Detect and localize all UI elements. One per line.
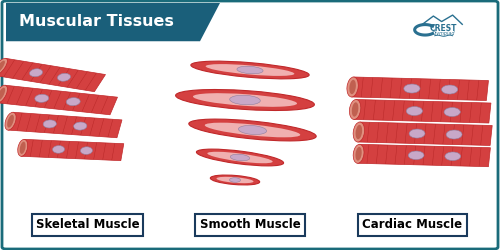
Text: Skeletal Muscle: Skeletal Muscle: [36, 218, 140, 232]
Polygon shape: [0, 85, 118, 115]
Ellipse shape: [216, 177, 254, 183]
Ellipse shape: [444, 108, 460, 116]
Ellipse shape: [206, 64, 294, 76]
Ellipse shape: [30, 69, 43, 77]
Ellipse shape: [408, 151, 424, 160]
Polygon shape: [8, 112, 122, 138]
Ellipse shape: [350, 100, 361, 119]
Ellipse shape: [0, 58, 8, 76]
Ellipse shape: [352, 102, 358, 117]
Ellipse shape: [191, 61, 309, 79]
Ellipse shape: [0, 85, 8, 103]
Ellipse shape: [350, 80, 356, 94]
Ellipse shape: [409, 129, 425, 138]
Ellipse shape: [0, 88, 5, 100]
Ellipse shape: [52, 146, 64, 153]
Text: CREST: CREST: [430, 24, 458, 33]
Ellipse shape: [356, 125, 362, 139]
Polygon shape: [6, 3, 220, 41]
Ellipse shape: [353, 122, 364, 142]
Ellipse shape: [445, 152, 460, 160]
Ellipse shape: [43, 120, 57, 128]
Ellipse shape: [208, 152, 272, 163]
Ellipse shape: [58, 73, 70, 81]
Ellipse shape: [230, 178, 240, 182]
Ellipse shape: [205, 123, 300, 137]
Text: Muscular Tissues: Muscular Tissues: [19, 14, 174, 30]
Polygon shape: [352, 77, 488, 100]
Text: Cardiac Muscle: Cardiac Muscle: [362, 218, 462, 232]
Polygon shape: [358, 144, 490, 167]
Ellipse shape: [446, 130, 462, 139]
Ellipse shape: [80, 147, 92, 154]
Ellipse shape: [18, 139, 28, 156]
Polygon shape: [0, 58, 106, 92]
Ellipse shape: [74, 122, 87, 130]
Ellipse shape: [7, 115, 14, 128]
Ellipse shape: [35, 94, 48, 102]
Ellipse shape: [176, 90, 314, 110]
Ellipse shape: [230, 95, 260, 105]
Text: Olympiad: Olympiad: [432, 31, 456, 36]
Ellipse shape: [193, 93, 297, 107]
Ellipse shape: [237, 66, 263, 74]
Ellipse shape: [0, 61, 5, 73]
Ellipse shape: [442, 85, 458, 94]
Ellipse shape: [406, 106, 422, 116]
Polygon shape: [358, 122, 492, 146]
Polygon shape: [21, 139, 124, 161]
Ellipse shape: [238, 126, 266, 134]
Ellipse shape: [5, 112, 16, 130]
Ellipse shape: [196, 149, 284, 166]
Ellipse shape: [353, 144, 364, 163]
Ellipse shape: [20, 142, 26, 154]
Ellipse shape: [347, 77, 358, 97]
Ellipse shape: [404, 84, 420, 93]
Polygon shape: [354, 100, 491, 123]
Text: Smooth Muscle: Smooth Muscle: [200, 218, 300, 232]
Ellipse shape: [230, 154, 250, 161]
Ellipse shape: [66, 98, 80, 106]
Ellipse shape: [189, 119, 316, 141]
Ellipse shape: [356, 147, 362, 160]
Ellipse shape: [210, 175, 260, 185]
